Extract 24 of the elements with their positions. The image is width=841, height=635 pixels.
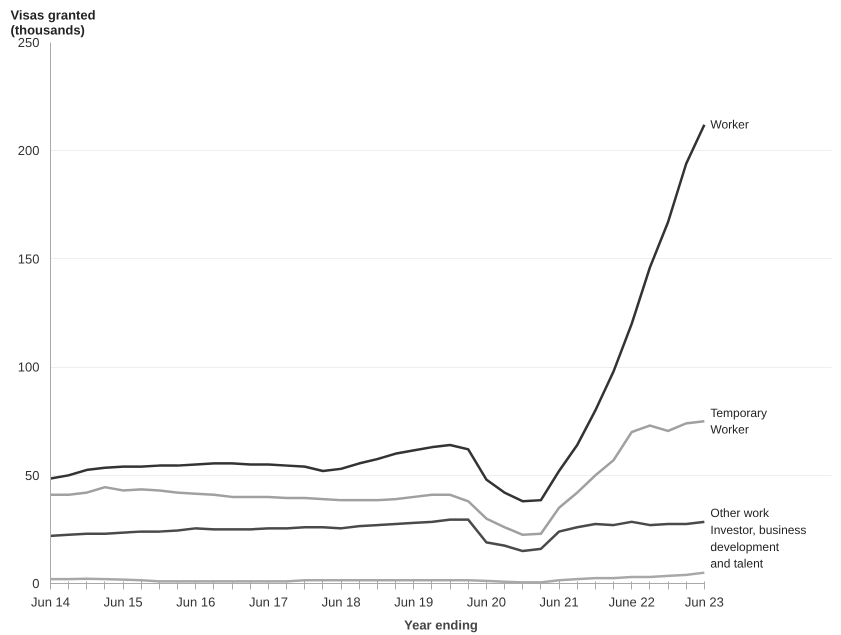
y-tick-label: 200 <box>18 143 40 158</box>
series-label: Investor, business development and talent <box>710 523 806 571</box>
series-label: Worker <box>710 118 749 132</box>
y-tick-label: 100 <box>18 360 40 375</box>
x-tick-label: Jun 18 <box>322 594 361 610</box>
line-series <box>50 123 706 503</box>
x-tick-label: Jun 14 <box>30 594 70 610</box>
y-tick-label: 150 <box>18 251 40 266</box>
x-tick-label: Jun 21 <box>540 594 579 610</box>
x-tick-label: Jun 16 <box>176 594 216 610</box>
x-tick-label: Jun 19 <box>394 594 434 610</box>
y-axis-title: Visas granted (thousands) <box>10 8 96 38</box>
x-tick-label: Jun 23 <box>684 594 724 610</box>
line-series <box>50 518 706 552</box>
x-tick-label: Jun 17 <box>248 594 288 610</box>
series-label: Other work <box>710 506 770 520</box>
series-label: Temporary Worker <box>710 406 768 437</box>
x-tick-label: Jun 15 <box>104 594 143 610</box>
y-tick-label: 250 <box>18 35 40 50</box>
x-tick-label: Jun 20 <box>466 594 506 610</box>
y-tick-label: 50 <box>25 468 40 483</box>
x-axis-title: Year ending <box>404 618 478 632</box>
y-tick-label: 0 <box>32 576 40 591</box>
x-tick-label: June 22 <box>608 594 655 610</box>
